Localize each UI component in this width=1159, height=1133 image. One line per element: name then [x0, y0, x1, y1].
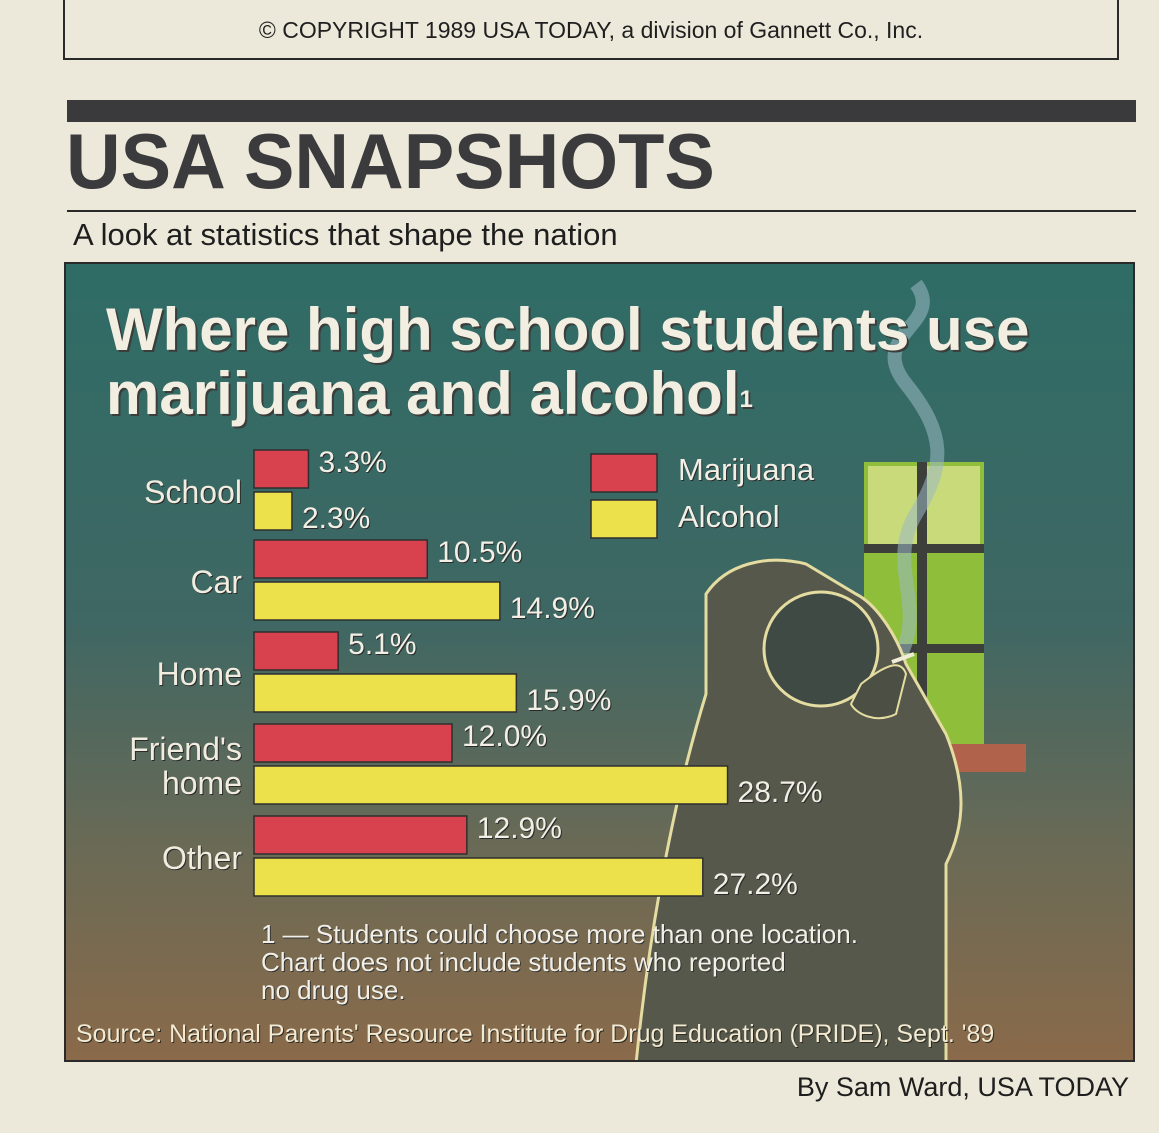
- smoker-figure-illustration: [634, 558, 963, 1060]
- smoke-illustration: [887, 279, 945, 658]
- chart-title-text: Where high school students use marijuana…: [106, 296, 1030, 427]
- masthead-title: USA SNAPSHOTS: [66, 117, 715, 205]
- copyright-notice: © COPYRIGHT 1989 USA TODAY, a division o…: [63, 0, 1119, 60]
- masthead-underline: [67, 210, 1136, 212]
- legend-label-alcohol: Alcohol: [678, 499, 780, 534]
- category-label-car: Car: [190, 564, 242, 600]
- value-label-marijuana-friend-s-home: 12.0%: [462, 720, 548, 753]
- bar-marijuana-school: [253, 449, 310, 489]
- value-label-alcohol-other: 27.2%: [712, 868, 798, 901]
- bar-marijuana-friend-s-home: [253, 723, 453, 763]
- bar-alcohol-friend-s-home: [253, 765, 729, 805]
- legend-swatch-alcohol: [590, 499, 658, 539]
- source-note: Source: National Parents' Resource Insti…: [76, 1020, 995, 1048]
- header-rule: [67, 100, 1136, 122]
- value-label-alcohol-home: 15.9%: [526, 684, 612, 717]
- bar-alcohol-school: [253, 491, 293, 531]
- value-label-alcohol-car: 14.9%: [509, 592, 595, 625]
- legend-swatch-marijuana: [590, 453, 658, 493]
- chart-title: Where high school students use marijuana…: [106, 298, 1116, 426]
- bar-marijuana-car: [253, 539, 428, 579]
- value-label-marijuana-home: 5.1%: [348, 628, 417, 661]
- value-label-marijuana-other: 12.9%: [476, 812, 562, 845]
- bar-alcohol-home: [253, 673, 518, 713]
- category-label-other: Other: [161, 840, 242, 876]
- value-label-marijuana-car: 10.5%: [437, 536, 523, 569]
- bars-layer: [253, 449, 729, 897]
- value-label-marijuana-school: 3.3%: [318, 446, 387, 479]
- bar-marijuana-other: [253, 815, 468, 855]
- chart-panel: Where high school students use marijuana…: [64, 262, 1135, 1062]
- legend-label-marijuana: Marijuana: [678, 452, 815, 487]
- title-footnote-mark: 1: [739, 386, 753, 413]
- bar-marijuana-home: [253, 631, 339, 671]
- bar-alcohol-other: [253, 857, 704, 897]
- category-label-friend-s-home: Friend's home: [129, 731, 242, 801]
- value-label-alcohol-school: 2.3%: [301, 502, 371, 535]
- chart-svg: [253, 279, 1026, 1060]
- footnote: 1 — Students could choose more than one …: [261, 919, 858, 1005]
- tagline: A look at statistics that shape the nati…: [73, 217, 618, 252]
- category-label-home: Home: [156, 656, 242, 692]
- category-label-school: School: [144, 474, 242, 510]
- bar-alcohol-car: [253, 581, 501, 621]
- value-label-alcohol-friend-s-home: 28.7%: [737, 776, 823, 809]
- byline: By Sam Ward, USA TODAY: [796, 1072, 1129, 1102]
